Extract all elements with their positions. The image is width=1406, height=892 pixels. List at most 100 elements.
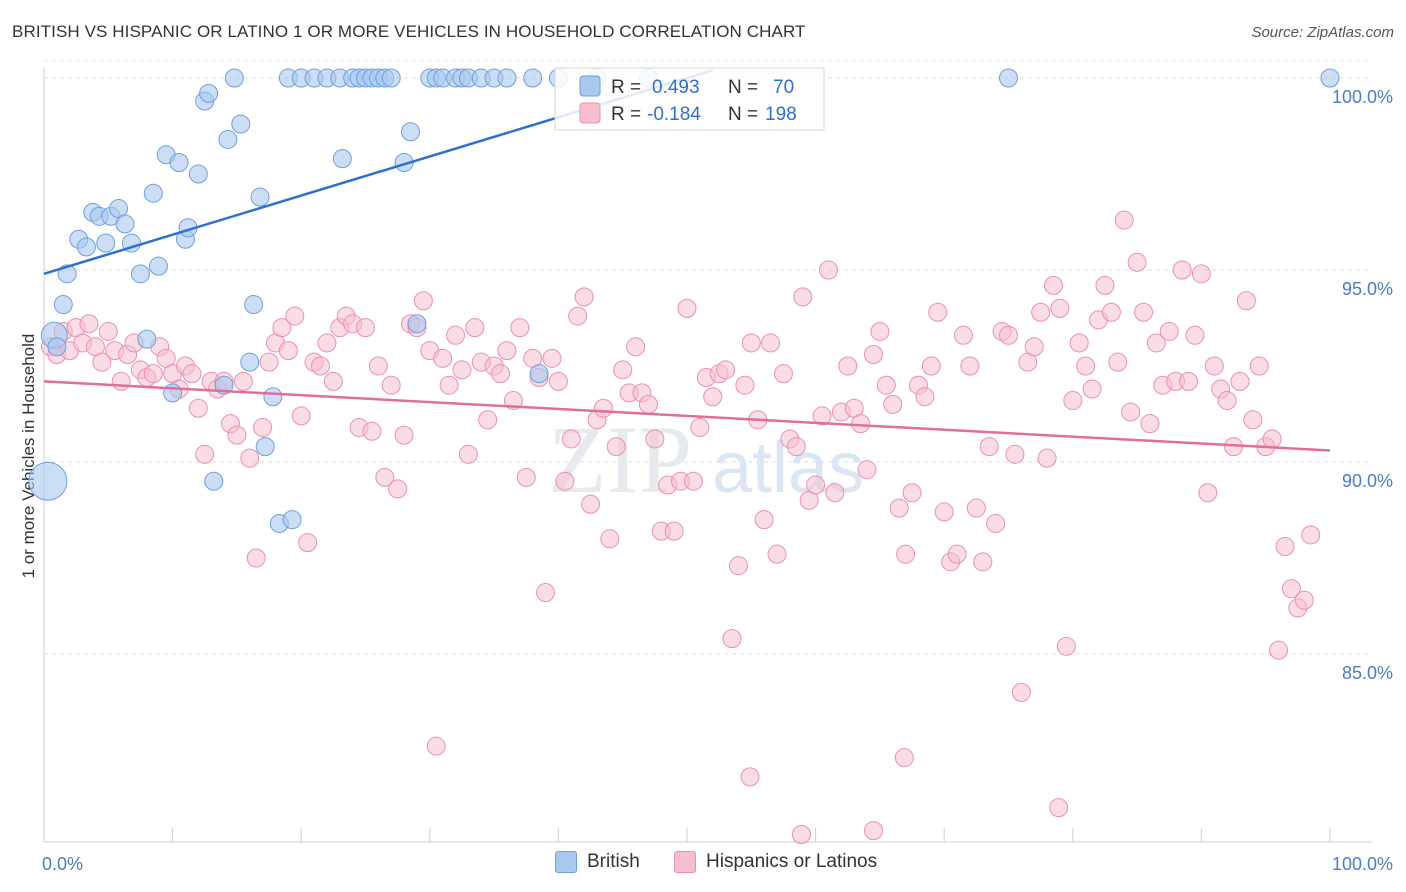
hispanic-point (1140, 414, 1160, 434)
hispanic-point (272, 318, 292, 338)
hispanic-point (1262, 429, 1282, 449)
british-point (255, 437, 275, 457)
british-point (53, 295, 73, 315)
british-point (199, 83, 219, 103)
stats-legend-box: R = 0.493 N = 70 R = -0.184 N = 198 (554, 67, 825, 131)
x-ticks (43, 828, 1331, 842)
hispanic-point (593, 398, 613, 418)
hispanic-point (1101, 302, 1121, 322)
hispanic-point (548, 371, 568, 391)
hispanic-point (934, 502, 954, 522)
hispanic-point (683, 471, 703, 491)
hispanic-point (966, 498, 986, 518)
hispanic-point (491, 364, 511, 384)
hispanic-point (310, 356, 330, 376)
hispanic-point (259, 352, 279, 372)
hispanic-point (1121, 402, 1141, 422)
hispanic-point (195, 444, 215, 464)
hispanic-point (1281, 579, 1301, 599)
british-point (224, 68, 244, 88)
hispanic-point (111, 371, 131, 391)
british-point (169, 152, 189, 172)
hispanic-point (613, 360, 633, 380)
legend-item-british[interactable]: British (555, 851, 640, 873)
hispanic-point (999, 325, 1018, 345)
british-point (529, 364, 549, 384)
x-tick-label-min: 0.0% (42, 854, 83, 874)
hispanic-point (793, 287, 813, 307)
hispanic-point (143, 364, 163, 384)
stats-r-value-british: 0.493 (652, 77, 700, 98)
british-point (999, 68, 1018, 88)
hispanic-point (388, 479, 408, 499)
hispanic-point (921, 356, 941, 376)
hispanic-point (1179, 371, 1199, 391)
hispanic-point (664, 521, 684, 541)
hispanic-point (953, 325, 973, 345)
hispanic-point (1198, 483, 1218, 503)
british-point (282, 510, 302, 530)
hispanic-point (851, 414, 871, 434)
british-point (263, 387, 283, 407)
hispanic-point (1191, 264, 1211, 284)
hispanic-point (786, 437, 806, 457)
hispanic-point (458, 444, 478, 464)
hispanic-point (516, 467, 536, 487)
hispanic-point (368, 356, 388, 376)
hispanic-point (600, 529, 620, 549)
hispanic-point (1294, 590, 1314, 610)
hispanic-point (362, 421, 382, 441)
hispanic-point (356, 318, 375, 338)
x-tick-label-max: 100.0% (1332, 854, 1393, 874)
hispanic-points (40, 210, 1321, 844)
british-point (250, 187, 270, 207)
hispanic-point (79, 314, 99, 334)
british-point (497, 68, 517, 88)
british-point (244, 295, 264, 315)
stats-r-label-british: R = (611, 77, 641, 98)
hispanic-point (606, 437, 626, 457)
hispanic-point (1230, 371, 1250, 391)
hispanic-point (568, 306, 588, 326)
british-point (523, 68, 543, 88)
hispanic-point (986, 513, 1006, 533)
stats-r-value-hispanic: -0.184 (647, 104, 701, 125)
hispanic-point (1037, 448, 1057, 468)
legend-item-hispanic[interactable]: Hispanics or Latinos (674, 851, 877, 873)
hispanic-point (413, 291, 433, 311)
hispanic-point (915, 387, 935, 407)
hispanic-point (561, 429, 581, 449)
stats-n-value-british: 70 (773, 77, 794, 98)
hispanic-point (1108, 352, 1128, 372)
hispanic-point (728, 556, 748, 576)
source-label: Source: ZipAtlas.com (1251, 24, 1394, 41)
hispanic-point (1005, 444, 1025, 464)
hispanic-point (1127, 252, 1147, 272)
british-point (115, 214, 135, 234)
legend-swatch-british (555, 851, 577, 873)
hispanic-point (285, 306, 305, 326)
hispanic-point (883, 394, 903, 414)
british-point (76, 237, 96, 257)
hispanic-point (1275, 536, 1295, 556)
hispanic-point (92, 352, 112, 372)
hispanic-point (1172, 260, 1192, 280)
legend-label-british: British (587, 851, 640, 872)
hispanic-point (896, 544, 916, 564)
hispanic-point (278, 341, 298, 361)
hispanic-point (439, 375, 459, 395)
hispanic-point (555, 471, 575, 491)
hispanic-point (542, 348, 562, 368)
hispanic-point (1249, 356, 1269, 376)
british-point (381, 68, 401, 88)
hispanic-point (317, 333, 337, 353)
stats-n-label-hispanic: N = (728, 104, 758, 125)
hispanic-point (1301, 525, 1321, 545)
hispanic-point (1269, 640, 1289, 660)
british-point (137, 329, 157, 349)
hispanic-point (1031, 302, 1051, 322)
british-point (47, 337, 67, 357)
hispanic-point (740, 767, 760, 787)
hispanic-point (870, 321, 890, 341)
